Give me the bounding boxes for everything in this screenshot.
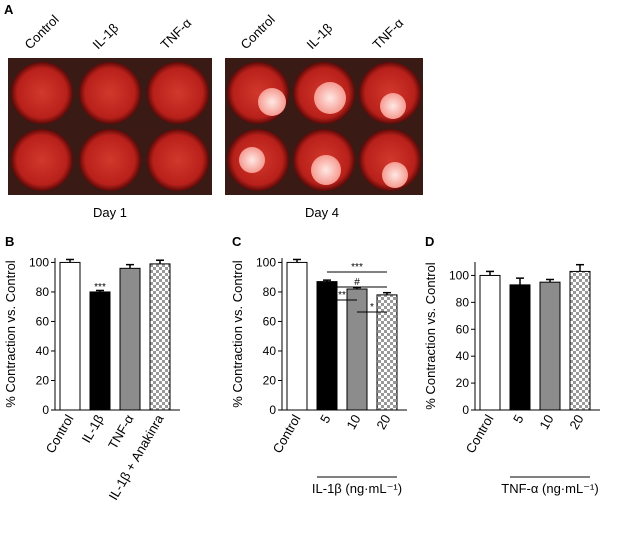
caption: Day 4 <box>305 205 339 220</box>
y-tick-label: 80 <box>456 295 470 309</box>
y-tick-label: 40 <box>263 344 277 358</box>
x-tick-label: IL-1β + Anakinra <box>106 411 167 502</box>
y-axis-label: % Contraction vs. Control <box>3 260 18 408</box>
bar <box>59 261 81 411</box>
caption: Day 1 <box>93 205 127 220</box>
panel-label: A <box>4 2 14 17</box>
x-tick-label: 10 <box>343 412 363 432</box>
x-tick-label: IL-1β <box>79 412 107 445</box>
well-label: Control <box>238 12 278 52</box>
bar <box>479 274 501 411</box>
well-label: TNF-α <box>158 15 195 52</box>
x-tick-label: 20 <box>566 412 586 432</box>
significance-label: *** <box>351 262 363 273</box>
x-tick-label: Control <box>43 412 77 456</box>
x-tick-label: 10 <box>536 412 556 432</box>
well-label: IL-1β <box>90 20 122 52</box>
x-tick-label: Control <box>270 412 304 456</box>
well-label: IL-1β <box>304 20 336 52</box>
y-axis-label: % Contraction vs. Control <box>423 262 438 410</box>
x-tick-label: TNF-α <box>105 412 137 452</box>
panel-label: B <box>5 234 14 249</box>
significance-label: # <box>354 277 360 288</box>
significance-label: * <box>370 302 374 313</box>
y-tick-label: 0 <box>42 403 49 417</box>
y-tick-label: 40 <box>36 344 50 358</box>
y-tick-label: 80 <box>263 285 277 299</box>
bar <box>89 291 111 411</box>
y-tick-label: 20 <box>263 373 277 387</box>
y-tick-label: 0 <box>269 403 276 417</box>
bar <box>569 270 591 411</box>
bar <box>149 263 171 411</box>
y-tick-label: 40 <box>456 349 470 363</box>
bar <box>509 284 531 411</box>
y-tick-label: 100 <box>29 255 49 269</box>
y-tick-label: 0 <box>462 403 469 417</box>
x-tick-label: 5 <box>510 412 527 426</box>
panel-label: C <box>232 234 242 249</box>
bar <box>316 281 338 411</box>
x-tick-label: Control <box>463 412 497 456</box>
bar <box>539 281 561 411</box>
x-axis-label: IL-1β (ng·mL⁻¹) <box>312 481 402 496</box>
x-axis-label: TNF-α (ng·mL⁻¹) <box>501 481 598 496</box>
y-tick-label: 100 <box>449 268 469 282</box>
well-label: TNF-α <box>370 15 407 52</box>
significance-label: ** <box>338 290 346 301</box>
bar <box>286 261 308 411</box>
plate-photo <box>8 58 212 195</box>
well-label: Control <box>22 12 62 52</box>
x-tick-label: 20 <box>373 412 393 432</box>
y-tick-label: 20 <box>456 376 470 390</box>
y-tick-label: 60 <box>263 314 277 328</box>
plate-photo <box>225 58 423 195</box>
y-tick-label: 100 <box>256 255 276 269</box>
y-axis-label: % Contraction vs. Control <box>230 260 245 408</box>
x-tick-label: 5 <box>317 412 334 426</box>
y-tick-label: 80 <box>36 285 50 299</box>
y-tick-label: 20 <box>36 373 50 387</box>
y-tick-label: 60 <box>456 322 470 336</box>
panel-label: D <box>425 234 434 249</box>
bar <box>346 288 368 411</box>
significance-label: *** <box>94 282 106 293</box>
y-tick-label: 60 <box>36 314 50 328</box>
bar <box>119 267 141 411</box>
